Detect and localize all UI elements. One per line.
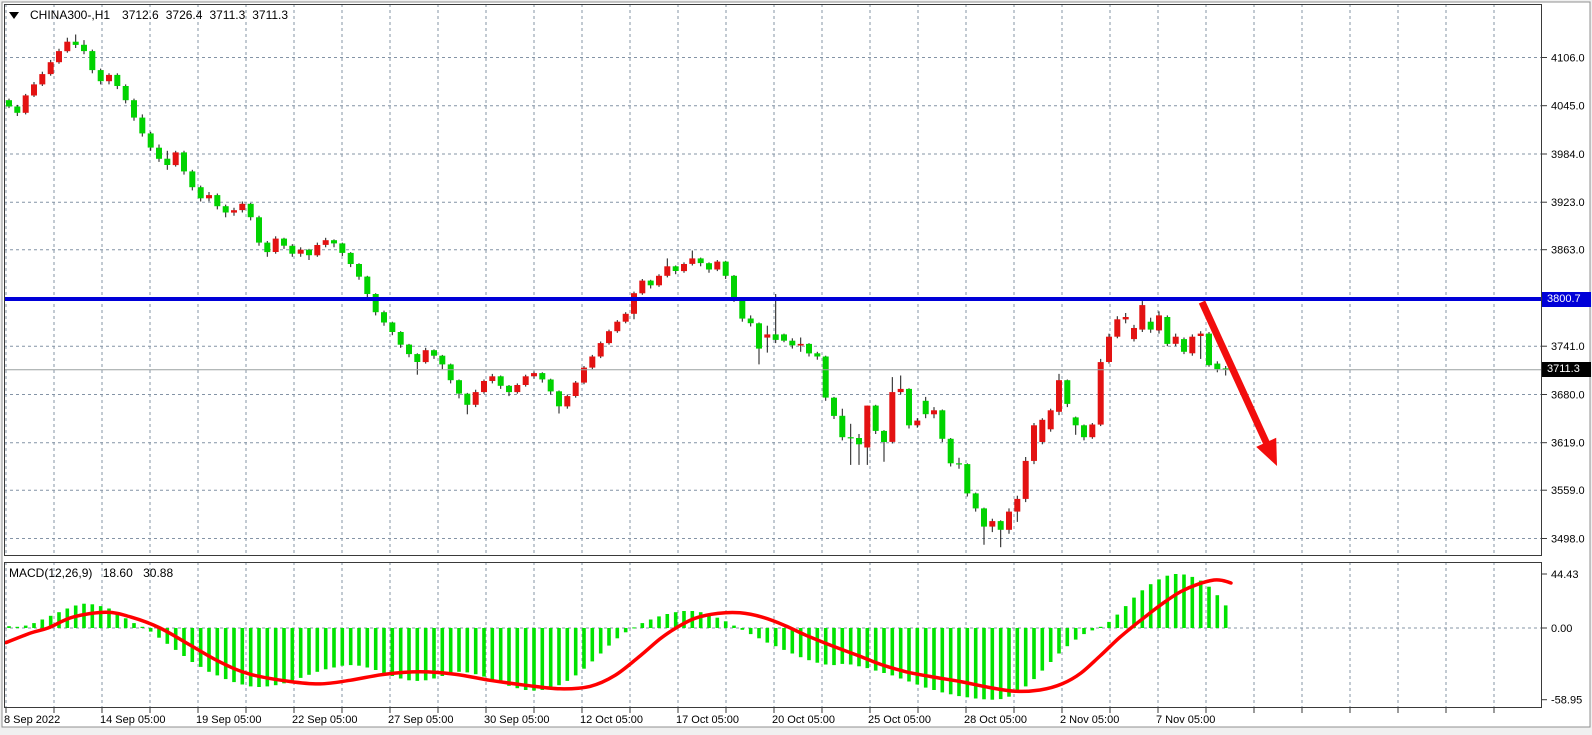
time-axis-label: 7 Nov 05:00 xyxy=(1156,714,1215,726)
time-axis-label: 8 Sep 2022 xyxy=(4,714,60,726)
time-axis-label: 12 Oct 05:00 xyxy=(580,714,643,726)
price-axis-label: 4045.0 xyxy=(1551,101,1585,113)
price-axis-label: 3984.0 xyxy=(1551,149,1585,161)
quote-low: 3711.3 xyxy=(209,8,246,22)
axis-labels: 4106.0 4045.0 3984.0 3923.0 3863.0 3741.0 3680… xyxy=(4,53,1585,727)
macd-axis-label: 44.43 xyxy=(1551,569,1579,581)
time-axis-label: 2 Nov 05:00 xyxy=(1060,714,1119,726)
symbol-dropdown-icon[interactable] xyxy=(9,11,19,19)
time-axis[interactable] xyxy=(4,709,1542,727)
symbol-period-label: CHINA300-,H1 xyxy=(30,8,111,22)
price-axis-label: 3923.0 xyxy=(1551,197,1585,209)
indicator-label: MACD(12,26,9) 18.60 30.88 xyxy=(9,566,180,580)
macd-axis-label: 0.00 xyxy=(1551,623,1572,635)
price-axis-label: 3498.0 xyxy=(1551,534,1585,546)
panel-borders xyxy=(4,4,1542,708)
quote-open: 3712.6 xyxy=(122,8,159,22)
time-axis-label: 20 Oct 05:00 xyxy=(772,714,835,726)
quote-close: 3711.3 xyxy=(252,8,289,22)
indicator-macd-value: 18.60 xyxy=(102,566,133,580)
time-axis-label: 25 Oct 05:00 xyxy=(868,714,931,726)
time-axis-label: 30 Sep 05:00 xyxy=(484,714,549,726)
time-axis-label: 27 Sep 05:00 xyxy=(388,714,453,726)
time-axis-label: 22 Sep 05:00 xyxy=(292,714,357,726)
quote-high: 3726.4 xyxy=(165,8,203,22)
price-axis-label: 3680.0 xyxy=(1551,390,1585,402)
indicator-name: MACD(12,26,9) xyxy=(9,566,93,580)
price-axis-label: 3559.0 xyxy=(1551,485,1585,497)
macd-axis-label: -58.95 xyxy=(1551,695,1582,707)
up-candles xyxy=(22,41,1204,530)
price-axis-label: 3863.0 xyxy=(1551,245,1585,257)
down-candles xyxy=(6,41,1229,530)
price-axis-label: 3741.0 xyxy=(1551,341,1585,353)
price-level-badge: 3800.7 xyxy=(1542,291,1591,307)
time-axis-label: 17 Oct 05:00 xyxy=(676,714,739,726)
panel-divider[interactable] xyxy=(4,556,1542,562)
price-axis-label: 3619.0 xyxy=(1551,438,1585,450)
current-price-badge: 3711.3 xyxy=(1542,362,1591,378)
grid xyxy=(4,4,1542,708)
time-axis-label: 28 Oct 05:00 xyxy=(964,714,1027,726)
price-axis[interactable] xyxy=(1543,4,1592,708)
trend-arrow[interactable] xyxy=(1198,300,1277,466)
chart-title: CHINA300-,H1 3712.6 3726.4 3711.3 3711.3 xyxy=(9,8,295,22)
axis-ticks xyxy=(5,57,1547,713)
time-axis-label: 14 Sep 05:00 xyxy=(100,714,165,726)
macd-signal-line xyxy=(4,578,1233,694)
price-axis-label: 4106.0 xyxy=(1551,53,1585,65)
time-axis-label: 19 Sep 05:00 xyxy=(196,714,261,726)
indicator-signal-value: 30.88 xyxy=(143,566,174,580)
